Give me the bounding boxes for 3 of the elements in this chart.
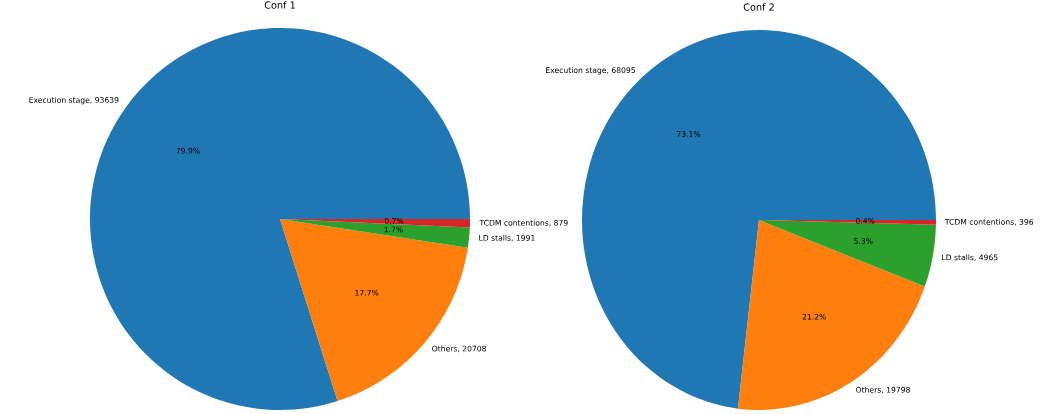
chart-title: Conf 1	[264, 1, 295, 9]
chart-title: Conf 2	[743, 3, 774, 11]
pie-slice	[280, 219, 470, 248]
